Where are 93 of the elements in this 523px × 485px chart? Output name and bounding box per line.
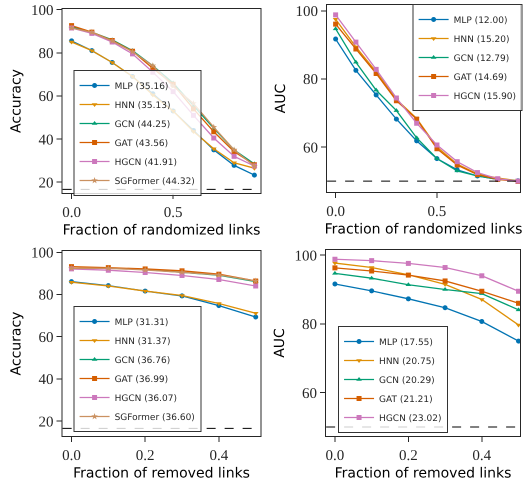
legend-label: GCN (36.76) — [114, 356, 170, 366]
point — [253, 314, 258, 320]
legend-label: GCN (44.25) — [114, 120, 170, 130]
point — [442, 305, 448, 310]
x-tick-label: 0.4 — [472, 448, 492, 464]
point — [216, 276, 222, 282]
legend-label: HNN (20.75) — [379, 357, 435, 368]
y-axis-title: AUC — [273, 83, 290, 114]
point — [369, 288, 374, 294]
legend-label: HNN (31.37) — [114, 337, 170, 348]
y-axis-title: Accuracy — [8, 312, 25, 376]
point — [479, 288, 484, 294]
x-axis-title: Fraction of removed links — [334, 465, 512, 482]
legend-label: HGCN (23.02) — [379, 414, 442, 424]
y-tick-label: 40 — [38, 372, 54, 388]
point — [353, 40, 358, 45]
point — [454, 159, 460, 164]
legend-label: GAT (43.56) — [114, 139, 168, 150]
y-tick-label: 60 — [302, 386, 318, 402]
x-axis-title: Fraction of randomized links — [62, 222, 260, 238]
point — [211, 135, 216, 140]
y-tick-label: 20 — [38, 414, 54, 430]
legend-label: HNN (15.20) — [454, 35, 510, 46]
legend-label: HGCN (41.91) — [114, 158, 177, 168]
point — [414, 120, 420, 126]
x-tick-label: 0.0 — [326, 204, 345, 220]
y-tick-label: 80 — [38, 46, 54, 62]
y-tick-label: 100 — [296, 4, 318, 20]
x-axis-title: Fraction of randomized links — [324, 221, 522, 238]
point — [332, 256, 338, 262]
point — [369, 268, 374, 274]
point — [442, 265, 448, 270]
point — [332, 270, 338, 275]
y-tick-label: 60 — [38, 330, 54, 346]
point — [374, 66, 379, 72]
legend-label: GCN (12.79) — [454, 54, 510, 64]
legend-label: MLP (17.55) — [379, 338, 433, 348]
point — [406, 260, 411, 266]
x-tick-label: 0.4 — [209, 448, 229, 464]
point — [434, 142, 440, 148]
legend-label: SGFormer (44.32) — [114, 177, 195, 188]
x-axis-title: Fraction of removed links — [73, 465, 250, 482]
legend-label: SGFormer (36.60) — [114, 413, 195, 424]
point — [516, 324, 520, 328]
legend-label: MLP (12.00) — [454, 16, 508, 26]
y-tick-label: 20 — [38, 175, 54, 192]
y-tick-label: 60 — [303, 140, 318, 156]
point — [333, 12, 338, 18]
x-tick-label: 0.2 — [136, 448, 155, 464]
point — [516, 338, 520, 344]
y-tick-label: 100 — [31, 246, 54, 262]
y-tick-label: 40 — [38, 132, 54, 148]
legend-label: GCN (20.29) — [379, 376, 435, 386]
point — [353, 68, 358, 73]
point — [332, 282, 338, 287]
point — [252, 172, 257, 178]
point — [253, 284, 258, 289]
legend-label: GAT (36.99) — [114, 375, 168, 386]
x-tick-label: 0.0 — [62, 448, 81, 464]
x-tick-label: 0.5 — [164, 205, 183, 222]
point — [369, 258, 374, 264]
point — [333, 22, 338, 27]
point — [332, 265, 338, 270]
y-tick-label: 80 — [38, 288, 54, 304]
legend-label: GAT (21.21) — [379, 395, 433, 406]
x-tick-label: 0.0 — [326, 448, 344, 464]
point — [516, 300, 520, 306]
x-tick-label: 0.2 — [398, 448, 418, 464]
point — [406, 296, 411, 302]
x-tick-label: 0.0 — [62, 205, 81, 222]
legend-label: MLP (31.31) — [114, 318, 168, 328]
point — [479, 273, 484, 278]
legend-label: HGCN (15.90) — [454, 92, 516, 102]
legend-label: GAT (14.69) — [454, 73, 508, 84]
point — [516, 288, 520, 294]
y-tick-label: 80 — [302, 317, 318, 334]
legend-label: HNN (35.13) — [114, 101, 170, 112]
y-tick-label: 100 — [294, 248, 318, 264]
point — [394, 116, 399, 122]
point — [442, 278, 448, 284]
point — [479, 319, 484, 324]
y-tick-label: 80 — [303, 72, 318, 88]
y-axis-title: Accuracy — [8, 69, 25, 133]
y-tick-label: 60 — [38, 89, 54, 106]
legend-label: MLP (35.16) — [114, 82, 168, 92]
y-axis-title: AUC — [272, 328, 288, 358]
point — [232, 154, 237, 159]
point — [333, 36, 338, 42]
point — [374, 92, 379, 98]
point — [394, 95, 399, 100]
legend-label: HGCN (36.07) — [114, 394, 177, 404]
x-tick-label: 0.5 — [428, 204, 446, 220]
y-tick-label: 100 — [31, 2, 54, 19]
